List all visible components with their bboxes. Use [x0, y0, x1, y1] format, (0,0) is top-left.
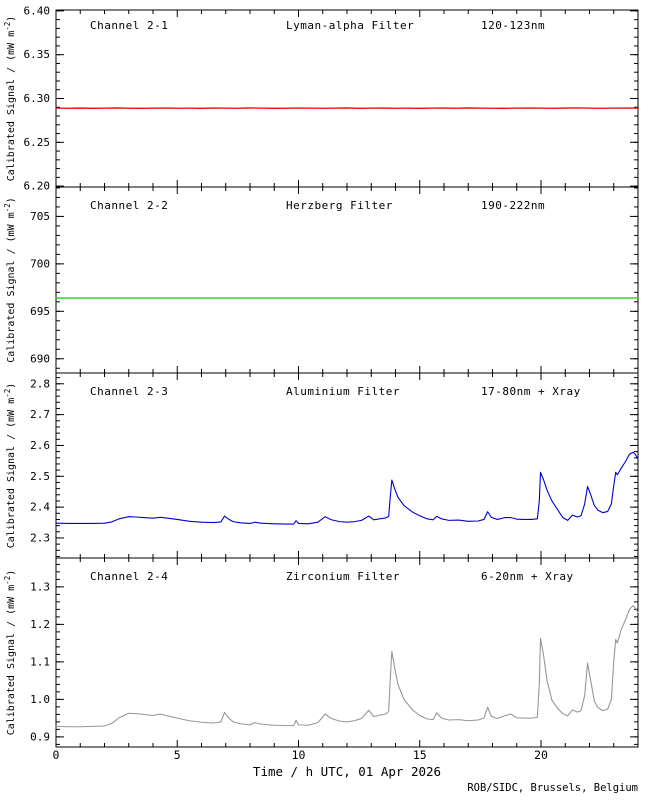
y-tick-label: 6.25 [24, 136, 51, 149]
panel-3-range-label: 17-80nm + Xray [481, 385, 581, 398]
y-axis-unit-label: Calibrated Signal / (mW m-2) [3, 197, 17, 363]
panel-4-series [55, 605, 639, 728]
x-axis-title: Time / h UTC, 01 Apr 2026 [253, 764, 441, 779]
panel-4-axes: 0.9 1.0 1.1 1.2 1.3 [30, 557, 639, 748]
y-tick-label: 2.8 [30, 377, 50, 390]
panel-4-range-label: 6-20nm + Xray [481, 570, 574, 583]
y-tick-label: 1.0 [30, 693, 50, 706]
panel-1-channel-label: Channel 2-1 [90, 19, 168, 32]
panel-frame [55, 186, 639, 374]
y-tick-label: 6.30 [24, 92, 51, 105]
y-tick-label: 2.5 [30, 470, 50, 483]
y-tick-label: 6.35 [24, 48, 51, 61]
panel-frame [55, 9, 639, 188]
panel-1-axes: 6.20 6.25 6.30 6.35 6.40 [24, 4, 639, 193]
x-tick-labels: 0 5 10 15 20 [53, 748, 548, 762]
y-axis-unit-label: Calibrated Signal / (mW m-2) [3, 383, 17, 549]
y-tick-label: 1.1 [30, 655, 50, 668]
y-axis-unit-label: Calibrated Signal / (mW m-2) [3, 570, 17, 736]
x-tick-label: 10 [292, 748, 306, 762]
y-tick-label: 2.7 [30, 408, 50, 421]
x-tick-label: 15 [413, 748, 427, 762]
series-line-channel-2-4 [55, 605, 639, 728]
panel-3-axes: 2.3 2.4 2.5 2.6 2.7 2.8 [30, 372, 639, 559]
y-tick-label: 6.20 [24, 180, 51, 193]
panel-2-channel-label: Channel 2-2 [90, 199, 168, 212]
panel-frame [55, 557, 639, 748]
y-axis-unit-label: Calibrated Signal / (mW m-2) [3, 16, 17, 182]
panel-2-axes: 690 695 700 705 [30, 186, 639, 374]
y-tick-label: 695 [30, 305, 50, 318]
panel-2: 690 695 700 705 Channel 2-2 Herzberg Filter… [3, 186, 639, 374]
series-line-channel-2-3 [55, 451, 639, 525]
panel-3: 2.3 2.4 2.5 2.6 2.7 2.8 Channel 2-3 Aluminium… [3, 372, 639, 559]
y-tick-label: 700 [30, 257, 50, 270]
panel-4: 0.9 1.0 1.1 1.2 1.3 Channel 2-4 Zirconium Fi… [3, 557, 639, 748]
y-tick-label: 690 [30, 352, 50, 365]
y-tick-label: 2.6 [30, 439, 50, 452]
panel-4-channel-label: Channel 2-4 [90, 570, 168, 583]
panel-frame [55, 372, 639, 559]
panel-3-channel-label: Channel 2-3 [90, 385, 168, 398]
y-tick-label: 6.40 [24, 4, 51, 17]
panel-4-filter-label: Zirconium Filter [286, 570, 400, 583]
credit-text: ROB/SIDC, Brussels, Belgium [467, 782, 638, 794]
panel-2-range-label: 190-222nm [481, 199, 545, 212]
x-tick-label: 0 [53, 748, 60, 762]
panel-1-filter-label: Lyman-alpha Filter [286, 19, 414, 32]
panel-3-filter-label: Aluminium Filter [286, 385, 400, 398]
y-tick-label: 2.3 [30, 531, 50, 544]
y-tick-label: 0.9 [30, 730, 50, 743]
x-tick-label: 5 [174, 748, 181, 762]
y-tick-label: 705 [30, 210, 50, 223]
panel-1: 6.20 6.25 6.30 6.35 6.40 Channel 2-1 Lyman-a… [3, 4, 639, 193]
y-tick-label: 2.4 [30, 501, 50, 514]
y-tick-label: 1.3 [30, 580, 50, 593]
panel-1-range-label: 120-123nm [481, 19, 545, 32]
panel-3-series [55, 451, 639, 525]
x-tick-label: 20 [534, 748, 548, 762]
panel-2-filter-label: Herzberg Filter [286, 199, 393, 212]
y-tick-label: 1.2 [30, 618, 50, 631]
